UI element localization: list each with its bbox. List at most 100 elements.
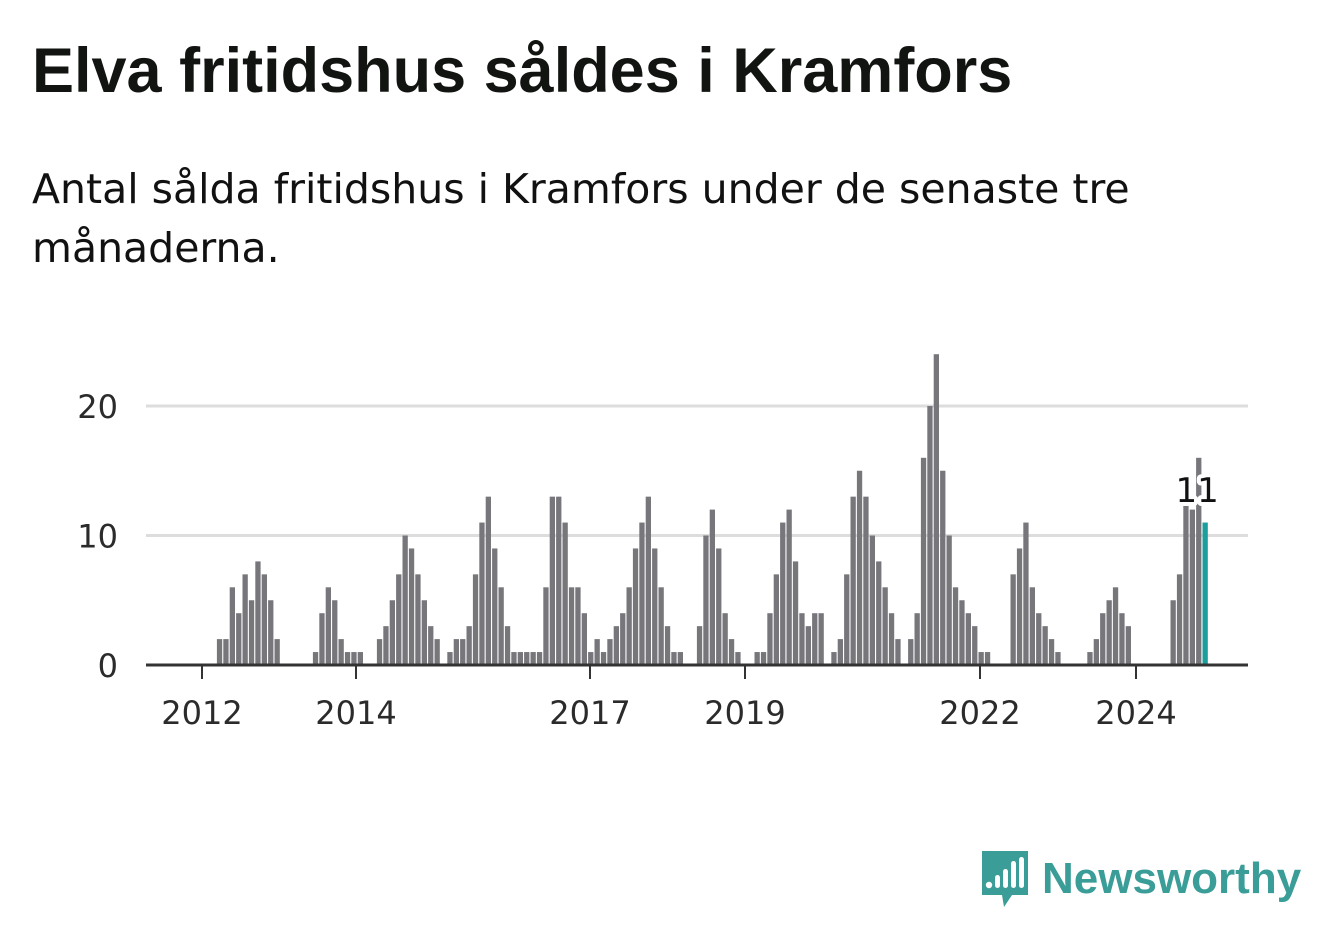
bar <box>536 652 543 665</box>
bar <box>1010 574 1016 665</box>
bar <box>223 639 229 665</box>
bar <box>575 587 581 665</box>
bar <box>671 652 677 665</box>
y-tick-label: 10 <box>77 518 118 556</box>
bar <box>856 470 863 665</box>
bar <box>1119 613 1125 665</box>
bar <box>376 639 383 665</box>
bar <box>914 613 920 665</box>
bar <box>850 496 856 665</box>
bar <box>773 574 779 665</box>
bar <box>562 522 568 665</box>
bar <box>351 652 357 665</box>
bar <box>408 548 415 665</box>
bar <box>607 639 613 665</box>
brand-name: Newsworthy <box>1042 854 1302 903</box>
bar <box>703 535 709 665</box>
bar <box>248 600 255 665</box>
bar <box>543 587 549 665</box>
bar <box>383 626 389 665</box>
bar <box>959 600 965 665</box>
bar <box>216 639 223 665</box>
bar <box>332 600 338 665</box>
bar <box>831 652 837 665</box>
bar <box>767 613 773 665</box>
bar <box>632 548 639 665</box>
bar <box>888 613 895 665</box>
x-tick-label: 2017 <box>549 694 630 732</box>
bar <box>229 587 235 665</box>
bar <box>1023 522 1029 665</box>
chart-title: Elva fritidshus såldes i Kramfors <box>32 36 1013 106</box>
x-tick-label: 2022 <box>939 694 1020 732</box>
bar <box>965 613 971 665</box>
bar <box>268 600 274 665</box>
bar <box>428 626 434 665</box>
bar <box>556 496 562 665</box>
bar <box>799 613 805 665</box>
bar <box>1112 587 1119 665</box>
bar <box>780 522 786 665</box>
brand-logo: Newsworthy <box>980 849 1301 909</box>
bar <box>338 639 344 665</box>
highlight-value-label: 11 <box>1176 471 1219 511</box>
bar <box>946 535 952 665</box>
bar <box>818 613 824 665</box>
bar <box>1042 626 1048 665</box>
bar <box>812 613 818 665</box>
bar <box>620 613 626 665</box>
highlight-bar <box>1202 522 1208 665</box>
bar <box>242 574 248 665</box>
bar <box>402 535 408 665</box>
bar <box>530 652 536 665</box>
bar <box>754 652 760 665</box>
bar <box>447 652 453 665</box>
bar <box>1183 496 1189 665</box>
bar <box>1189 509 1195 665</box>
bar <box>421 600 427 665</box>
bar <box>645 496 651 665</box>
newsworthy-logo-icon <box>982 851 1028 907</box>
bar <box>844 574 850 665</box>
bar <box>908 639 914 665</box>
bar <box>319 613 325 665</box>
bar <box>594 639 600 665</box>
bar <box>696 626 703 665</box>
bar <box>1055 652 1061 665</box>
bar <box>760 652 767 665</box>
bar <box>344 652 351 665</box>
bar <box>664 626 671 665</box>
bar <box>466 626 472 665</box>
bar <box>1048 639 1055 665</box>
bar <box>1106 600 1112 665</box>
bar <box>1087 652 1093 665</box>
bar <box>984 652 991 665</box>
bar <box>479 522 485 665</box>
bar <box>396 574 402 665</box>
x-tick-label: 2019 <box>704 694 785 732</box>
bar <box>1093 639 1099 665</box>
bar <box>626 587 632 665</box>
bar <box>255 561 261 665</box>
bar <box>1196 457 1202 665</box>
bar <box>485 496 491 665</box>
bar <box>1036 613 1042 665</box>
bar <box>1029 587 1035 665</box>
bar <box>735 652 741 665</box>
bar <box>805 626 811 665</box>
bar <box>786 509 792 665</box>
bar <box>882 587 888 665</box>
bar <box>933 354 939 665</box>
bar <box>1125 626 1131 665</box>
bar <box>498 587 504 665</box>
bar <box>837 639 843 665</box>
bar <box>1170 600 1176 665</box>
bar <box>792 561 799 665</box>
bar <box>581 613 587 665</box>
bar <box>1176 574 1183 665</box>
bar <box>517 652 523 665</box>
bar <box>972 626 978 665</box>
bar <box>389 600 395 665</box>
bar <box>613 626 619 665</box>
